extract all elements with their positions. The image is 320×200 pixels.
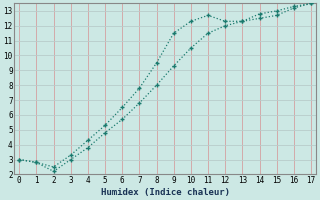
X-axis label: Humidex (Indice chaleur): Humidex (Indice chaleur)	[100, 188, 230, 197]
